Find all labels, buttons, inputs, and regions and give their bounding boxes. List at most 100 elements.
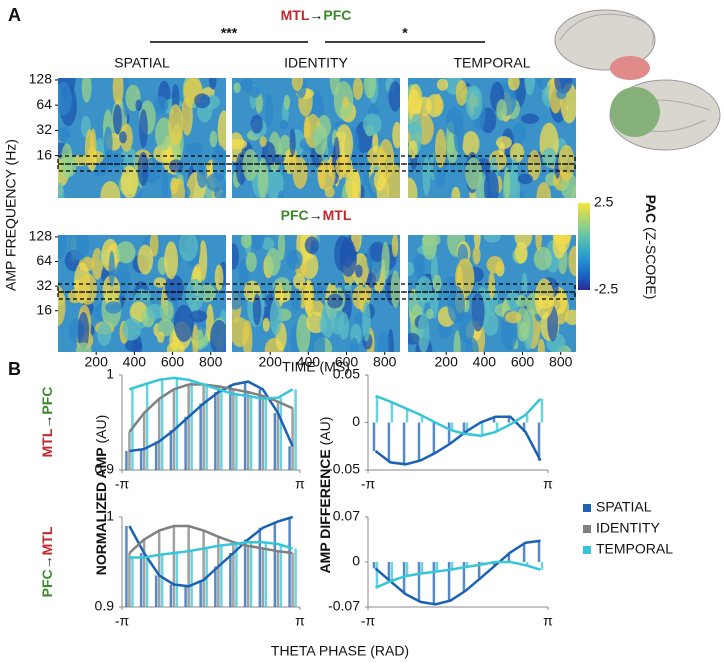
heatmap-blob: [436, 78, 449, 91]
y-tick-label: 128: [29, 228, 53, 244]
colorbar-label: PAC (Z-SCORE): [643, 195, 659, 300]
arrow: →: [309, 207, 323, 223]
heatmap-blob: [168, 104, 183, 146]
heatmap-blob: [483, 235, 501, 243]
bar: [261, 395, 265, 470]
heatmap: [232, 78, 400, 198]
line: [129, 376, 294, 401]
bar: [169, 584, 173, 607]
heatmap-blob: [362, 113, 382, 136]
condition-label: TEMPORAL: [453, 55, 530, 71]
heatmap-blob: [69, 235, 90, 261]
bar: [243, 539, 247, 607]
heatmap: [58, 235, 226, 352]
y-tick-label: -0.05: [328, 461, 360, 477]
y-label-bold: NORMALIZED AMP: [93, 447, 109, 575]
bar: [190, 551, 193, 607]
heatmap-blob: [192, 324, 199, 352]
bar: [276, 551, 280, 607]
heatmap-blob: [521, 113, 540, 125]
heatmap-blob: [291, 78, 304, 92]
heatmap-blob: [465, 157, 483, 190]
heatmap-blob: [137, 151, 149, 186]
bar: [387, 422, 391, 463]
heatmap-blob: [486, 255, 504, 274]
heatmap-blob: [58, 127, 70, 142]
heatmap-blob: [81, 78, 92, 103]
heatmap-blob: [77, 311, 90, 350]
bar: [492, 416, 496, 423]
bar: [273, 413, 277, 470]
bar: [187, 526, 190, 607]
bar: [202, 530, 205, 607]
bar: [462, 422, 466, 432]
heatmap-blob: [537, 338, 545, 352]
bar: [187, 384, 190, 470]
heatmap-blob: [471, 292, 485, 332]
title-from: PFC: [281, 207, 309, 223]
y-tick-label: 64: [36, 252, 52, 268]
bar: [462, 562, 466, 591]
bar: [258, 527, 262, 607]
line: [128, 383, 294, 433]
title-to: PFC: [39, 387, 55, 415]
heatmap-blob: [277, 190, 285, 198]
bar: [540, 562, 544, 570]
bar: [537, 540, 541, 562]
heatmap-blob: [112, 78, 124, 107]
heatmap-blob: [97, 322, 112, 347]
bar: [390, 401, 394, 423]
heatmap-blob: [265, 167, 284, 198]
legend-label: SPATIAL: [596, 499, 652, 515]
title-from: PFC: [39, 569, 55, 597]
heatmap-blob: [321, 302, 335, 338]
heatmap-blob: [556, 88, 567, 100]
bar: [480, 422, 484, 436]
heatmap-blob: [277, 235, 286, 261]
x-tick-label: 600: [335, 354, 359, 370]
heatmap-blob: [496, 136, 512, 150]
heatmap-blob: [196, 163, 208, 188]
heatmap-blob: [58, 235, 67, 259]
heatmap-blob: [488, 271, 496, 299]
heatmap-blob: [105, 153, 124, 167]
heatmap-blob: [390, 270, 400, 308]
bar: [145, 384, 149, 470]
heatmap-blob: [473, 235, 481, 250]
row-title: PFC→MTL: [281, 207, 352, 223]
heatmap-blob: [342, 96, 349, 108]
heatmap-blob: [289, 128, 296, 157]
heatmap-blob: [362, 300, 371, 342]
heatmap-blob: [421, 235, 437, 260]
heatmap-blob: [61, 153, 77, 178]
bar: [276, 401, 280, 470]
bar: [184, 416, 187, 470]
bar: [154, 575, 158, 607]
heatmap-blob: [385, 164, 400, 198]
bar: [139, 449, 143, 470]
heatmap-blob: [259, 136, 267, 147]
heatmap-blob: [408, 177, 418, 198]
heatmap-blob: [108, 250, 115, 288]
heatmap-blob: [196, 329, 204, 350]
bar: [160, 379, 164, 470]
bar: [525, 414, 529, 423]
bar: [264, 542, 268, 607]
heatmap-blob: [279, 119, 289, 130]
x-axis-label: TIME (MS): [282, 359, 350, 375]
x-tick-label: 400: [473, 354, 497, 370]
heatmap-blob: [292, 157, 308, 189]
bar: [125, 451, 128, 470]
heatmap-blob: [453, 117, 464, 153]
y-tick-label: 0.07: [333, 508, 360, 524]
heatmap-blob: [232, 317, 250, 348]
bar: [220, 545, 223, 607]
heatmap-blob: [113, 104, 122, 135]
bar: [220, 389, 223, 470]
bar: [229, 384, 232, 470]
panel-label: B: [8, 359, 21, 379]
bar: [447, 562, 451, 601]
bar: [264, 398, 268, 470]
heatmap-blob: [447, 285, 466, 324]
